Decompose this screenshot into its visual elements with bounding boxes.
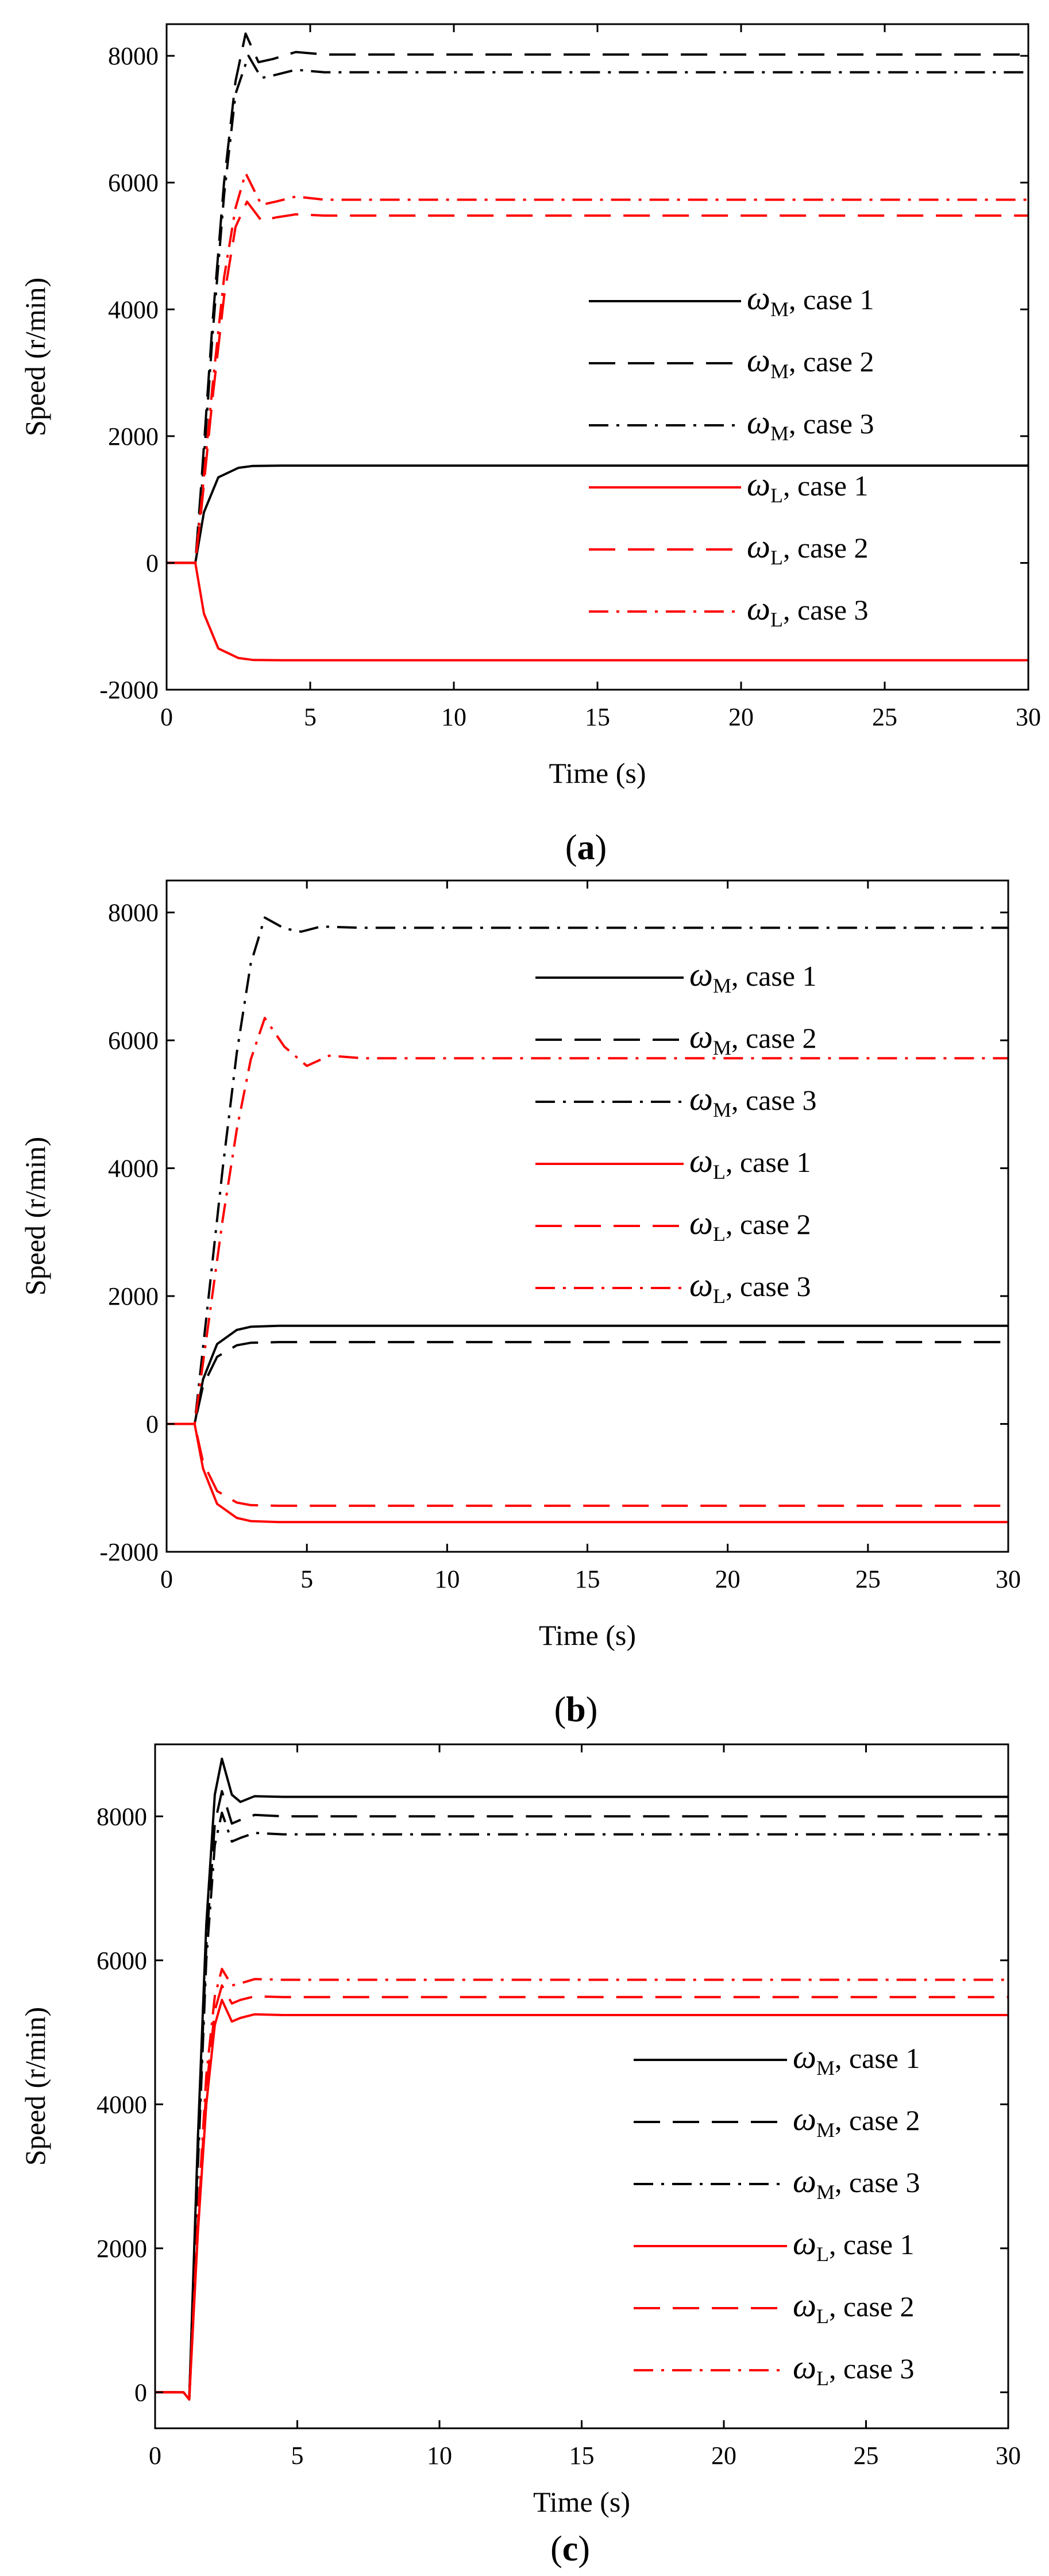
x-tick-label: 25 <box>855 1565 881 1593</box>
x-tick-label: 10 <box>441 703 466 731</box>
legend-entry: ωM, case 2 <box>793 2100 920 2141</box>
x-axis-label: Time (s) <box>539 1619 636 1651</box>
x-tick-label: 25 <box>854 2442 879 2470</box>
plot-frame <box>154 1743 1009 2429</box>
legend-entry: ωM, case 2 <box>689 1018 817 1059</box>
x-tick-label: 20 <box>711 2442 736 2470</box>
series-line-l-case-2 <box>167 1422 1008 1507</box>
y-tick-label: 4000 <box>108 295 159 324</box>
y-tick-label: 0 <box>146 549 159 577</box>
legend-entry: ωM, case 1 <box>793 2038 920 2079</box>
x-tick-label: 30 <box>996 2442 1021 2470</box>
x-tick-label: 10 <box>434 1565 460 1593</box>
x-tick-label: 20 <box>715 1565 741 1593</box>
legend-entry: ωM, case 3 <box>793 2162 920 2204</box>
series-line-m-case-2 <box>167 32 1028 564</box>
x-tick-label: 5 <box>291 2442 304 2470</box>
y-tick-label: 0 <box>146 1410 159 1439</box>
x-tick-label: 15 <box>585 703 610 731</box>
y-tick-label: 6000 <box>108 1026 159 1055</box>
plot-frame <box>165 23 1029 691</box>
series-line-l-case-2 <box>155 1984 1008 2401</box>
series-line-m-case-2 <box>167 1341 1008 1425</box>
x-axis-label: Time (s) <box>549 757 646 789</box>
legend-entry: ωL, case 1 <box>689 1142 811 1183</box>
y-tick-label: 2000 <box>97 2235 147 2263</box>
y-tick-label: 8000 <box>97 1802 147 1831</box>
legend-entry: ωM, case 3 <box>689 1080 817 1121</box>
legend-entry: ωL, case 3 <box>689 1266 811 1308</box>
y-tick-label: 8000 <box>108 899 159 927</box>
panel-label: (a) <box>565 828 607 867</box>
x-tick-label: 25 <box>872 703 897 731</box>
y-tick-label: 6000 <box>108 169 159 197</box>
legend-entry: ωL, case 3 <box>793 2348 915 2390</box>
legend-entry: ωL, case 1 <box>793 2224 915 2266</box>
y-tick-label: 2000 <box>108 422 159 451</box>
x-tick-label: 15 <box>569 2442 595 2470</box>
panel-label: (b) <box>554 1690 598 1729</box>
x-tick-label: 30 <box>996 1565 1021 1593</box>
y-tick-label: 2000 <box>108 1282 159 1310</box>
series-line-l-case-1 <box>167 1422 1008 1524</box>
legend-entry: ωM, case 2 <box>747 341 874 383</box>
chart-panel-c: 0 5 10 15 20 25 30 0 2000 4000 6000 8000 Time (s) Spe… <box>19 1743 1021 2569</box>
series-line-l-case-3 <box>167 172 1028 564</box>
x-axis-label: Time (s) <box>533 2486 630 2518</box>
y-axis-label: Speed (r/min) <box>19 2007 51 2166</box>
y-axis-label: Speed (r/min) <box>19 278 51 436</box>
legend: ωM, case 1 ωM, case 2 ωM, case 3 ωL, case 1… <box>589 279 874 631</box>
x-tick-label: 0 <box>160 1565 173 1593</box>
x-tick-label: 30 <box>1016 703 1041 731</box>
series-line-m-case-1 <box>167 464 1028 564</box>
legend: ωM, case 1 ωM, case 2 ωM, case 3 ωL, case 1… <box>634 2038 920 2390</box>
legend-entry: ωM, case 1 <box>747 279 874 321</box>
y-tick-label: 0 <box>134 2378 147 2406</box>
y-tick-label: -2000 <box>99 1538 159 1566</box>
series-line-l-case-1 <box>167 562 1028 662</box>
series-line-l-case-2 <box>167 200 1028 564</box>
series-line-l-case-3 <box>167 1017 1008 1425</box>
legend-entry: ωM, case 1 <box>689 956 817 997</box>
legend-entry: ωL, case 2 <box>747 528 869 569</box>
plot-frame <box>165 879 1009 1553</box>
panel-label: (c) <box>550 2529 590 2569</box>
legend-entry: ωM, case 3 <box>747 403 874 445</box>
x-tick-label: 5 <box>300 1565 313 1593</box>
x-tick-label: 15 <box>575 1565 600 1593</box>
y-tick-label: 8000 <box>108 42 159 70</box>
legend-entry: ωL, case 3 <box>747 590 869 631</box>
y-tick-label: 4000 <box>97 2090 147 2119</box>
legend-entry: ωL, case 1 <box>747 466 869 507</box>
x-tick-label: 20 <box>728 703 754 731</box>
series-line-l-case-3 <box>155 1967 1008 2401</box>
series-line-m-case-1 <box>167 1324 1008 1425</box>
y-tick-label: 6000 <box>97 1947 147 1975</box>
series-line-m-case-2 <box>155 1790 1008 2401</box>
legend-entry: ωL, case 2 <box>689 1204 811 1245</box>
y-axis-label: Speed (r/min) <box>19 1137 51 1295</box>
legend-entry: ωL, case 2 <box>793 2286 915 2328</box>
legend: ωM, case 1 ωM, case 2 ωM, case 3 ωL, case 1… <box>535 956 817 1308</box>
x-tick-label: 0 <box>149 2442 161 2470</box>
x-tick-label: 10 <box>427 2442 452 2470</box>
y-tick-label: 4000 <box>108 1155 159 1183</box>
series-line-m-case-3 <box>167 916 1008 1425</box>
x-tick-label: 5 <box>304 703 317 731</box>
y-tick-label: -2000 <box>99 676 159 704</box>
x-tick-label: 0 <box>160 703 173 731</box>
